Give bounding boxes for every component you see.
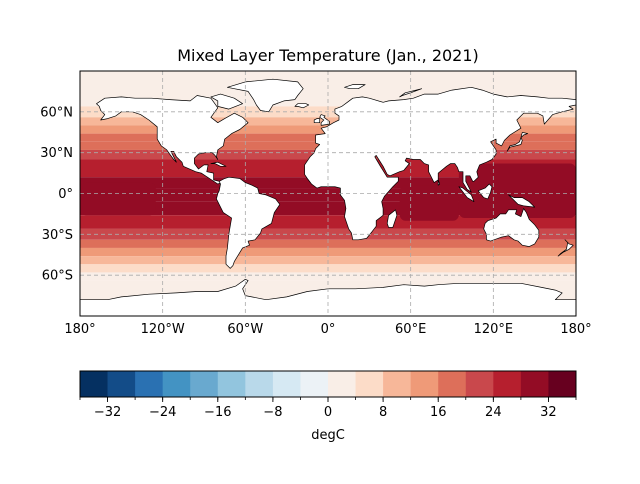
land-iceland: [294, 103, 310, 109]
land-madagascar: [386, 209, 398, 228]
longitude-tick-label: 120°W: [141, 322, 185, 337]
eastern-pacific-warm-pool: [80, 182, 156, 216]
colorbar-label: degC: [311, 428, 345, 443]
colorbar-tick-label: 32: [540, 405, 557, 420]
gridlines: [80, 71, 576, 316]
colorbar-bin-17: [548, 371, 577, 397]
colorbar-bin-10: [355, 371, 384, 397]
colorbar-bins: [80, 371, 577, 397]
land-africa-eurasia: [304, 86, 576, 241]
colorbar-tick-label: 8: [379, 405, 387, 420]
longitude-tick-label: 0°: [321, 322, 336, 337]
colorbar-tick-label: −16: [204, 405, 231, 420]
colorbar-bin-7: [272, 371, 301, 397]
colorbar: −32 −24 −16 −8 0 8 16 24 32 degC: [79, 370, 577, 443]
longitude-tick-label: 120°E: [474, 322, 514, 337]
temperature-band-15: [80, 239, 576, 248]
colorbar-bin-12: [410, 371, 439, 397]
colorbar-bin-4: [190, 371, 219, 397]
land-greenland: [227, 78, 304, 113]
land-sumatra: [458, 186, 475, 203]
latitude-tick-label: 30°N: [40, 146, 73, 161]
colorbar-bin-6: [245, 371, 274, 397]
colorbar-bin-13: [438, 371, 467, 397]
colorbar-bin-8: [300, 371, 329, 397]
western-pacific-warm-pool: [458, 163, 576, 218]
latitude-tick-label: 30°S: [42, 228, 73, 243]
colorbar-bin-5: [217, 371, 246, 397]
map-panel: 180° 120°W 60°W 0° 60°E 120°E 180° 60°N 30°N 0° 3…: [40, 70, 592, 337]
latitude-tick-label: 60°N: [40, 105, 73, 120]
colorbar-tick-label: −8: [263, 405, 282, 420]
longitude-tick-label: 60°E: [395, 322, 426, 337]
land-ireland: [313, 118, 321, 124]
map-frame: [79, 70, 577, 317]
colorbar-bin-3: [162, 371, 191, 397]
figure-title: Mixed Layer Temperature (Jan., 2021): [177, 46, 479, 65]
colorbar-tick-label: −32: [94, 405, 121, 420]
longitude-tick-label: 180°: [64, 322, 95, 337]
colorbar-ticks: −32 −24 −16 −8 0 8 16 24 32: [79, 397, 577, 420]
colorbar-bin-11: [383, 371, 412, 397]
colorbar-bin-1: [107, 371, 136, 397]
land-australia: [483, 208, 540, 247]
indian-ocean-warm-pool: [399, 185, 459, 221]
colorbar-bin-16: [520, 371, 549, 397]
colorbar-tick-label: −24: [149, 405, 176, 420]
land-japan: [506, 131, 529, 152]
land-great-britain: [319, 114, 330, 126]
land-south-america: [216, 176, 281, 269]
latitude-tick-label: 60°S: [42, 269, 73, 284]
colorbar-bin-2: [135, 371, 164, 397]
land-svalbard: [344, 84, 366, 90]
land-new-zealand: [557, 239, 574, 257]
colorbar-bin-9: [328, 371, 356, 397]
colorbar-tick-label: 24: [485, 405, 502, 420]
colorbar-bin-0: [80, 371, 108, 397]
temperature-band-16: [80, 247, 576, 257]
longitude-tick-label: 180°: [560, 322, 591, 337]
colorbar-bin-15: [493, 371, 522, 397]
land-sri-lanka: [437, 179, 440, 186]
land-new-guinea: [508, 194, 536, 208]
colorbar-tick-label: 16: [430, 405, 447, 420]
latitude-axis: 60°N 30°N 0° 30°S 60°S: [40, 105, 73, 283]
land-baffin-island: [210, 93, 243, 110]
temperature-band-0: [80, 71, 576, 96]
land-borneo: [477, 183, 493, 200]
latitude-tick-label: 0°: [58, 187, 73, 202]
land-north-america: [96, 95, 249, 185]
longitude-axis: 180° 120°W 60°W 0° 60°E 120°E 180°: [64, 322, 591, 337]
longitude-tick-label: 60°W: [227, 322, 263, 337]
colorbar-bin-14: [465, 371, 494, 397]
land-cuba: [210, 161, 227, 167]
colorbar-tick-label: 0: [324, 405, 332, 420]
